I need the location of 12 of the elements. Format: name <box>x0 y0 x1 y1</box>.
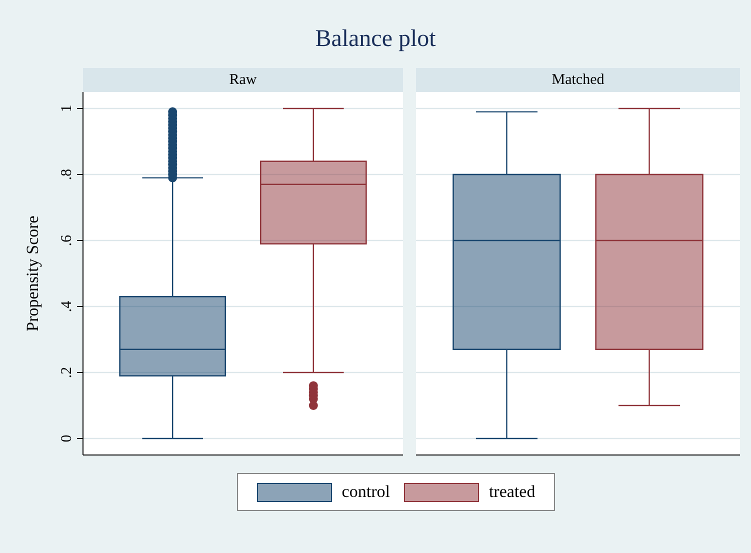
y-tick-label: 1 <box>59 104 75 112</box>
legend-label: treated <box>488 482 536 502</box>
y-tick-label: 0 <box>59 434 75 442</box>
x-tick-label: Matched <box>416 68 740 92</box>
y-axis-title: Propensity Score <box>23 216 42 332</box>
y-tick-label: .8 <box>59 168 75 180</box>
y-tick-label: .4 <box>59 300 75 312</box>
y-tick-label: .6 <box>59 234 75 246</box>
legend-label: control <box>342 482 390 502</box>
x-tick-label: Raw <box>83 68 403 92</box>
y-tick-label: .2 <box>59 366 75 378</box>
chart-title: Balance plot <box>314 26 437 53</box>
